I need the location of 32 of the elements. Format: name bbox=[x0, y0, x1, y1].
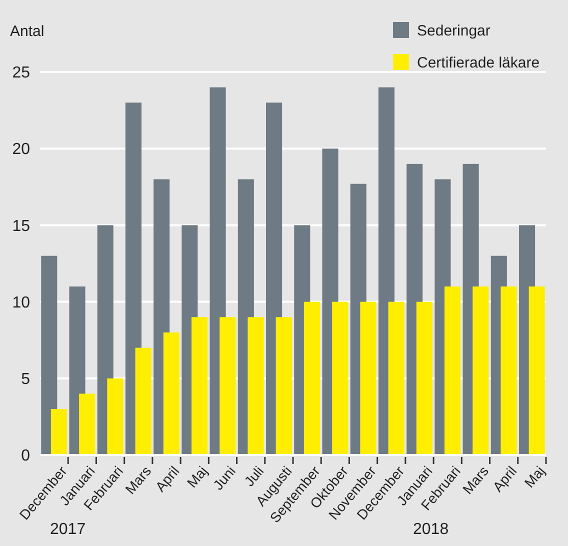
legend-label: Sederingar bbox=[417, 22, 490, 40]
y-tick-label: 0 bbox=[21, 448, 30, 465]
bar bbox=[332, 302, 348, 455]
text: 2018 bbox=[413, 521, 449, 538]
bar bbox=[388, 302, 404, 455]
legend-label: Certifierade läkare bbox=[417, 54, 540, 72]
bar bbox=[135, 348, 152, 455]
bar bbox=[50, 409, 67, 455]
y-tick-label: 15 bbox=[12, 218, 30, 235]
bar bbox=[360, 302, 376, 455]
bar bbox=[107, 378, 124, 455]
y-tick-label: 10 bbox=[12, 294, 30, 312]
bar bbox=[79, 394, 96, 455]
bar bbox=[41, 256, 58, 455]
bar bbox=[500, 286, 517, 455]
y-axis-title: Antal bbox=[10, 23, 44, 40]
bar bbox=[276, 317, 292, 455]
bar bbox=[472, 286, 489, 455]
bar bbox=[304, 302, 320, 455]
y-tick-label: 20 bbox=[12, 141, 30, 158]
bar bbox=[528, 286, 545, 455]
x-tick-label: Maj bbox=[184, 462, 210, 491]
bar bbox=[444, 286, 461, 455]
bar bbox=[163, 332, 180, 455]
bar bbox=[248, 317, 264, 455]
y-tick-label: 25 bbox=[12, 64, 30, 82]
bar bbox=[192, 317, 208, 455]
y-tick-label: 5 bbox=[21, 371, 30, 388]
text: 2017 bbox=[50, 521, 86, 538]
bar bbox=[220, 317, 236, 455]
bar bbox=[416, 302, 432, 455]
x-tick-label: Maj bbox=[520, 462, 548, 491]
